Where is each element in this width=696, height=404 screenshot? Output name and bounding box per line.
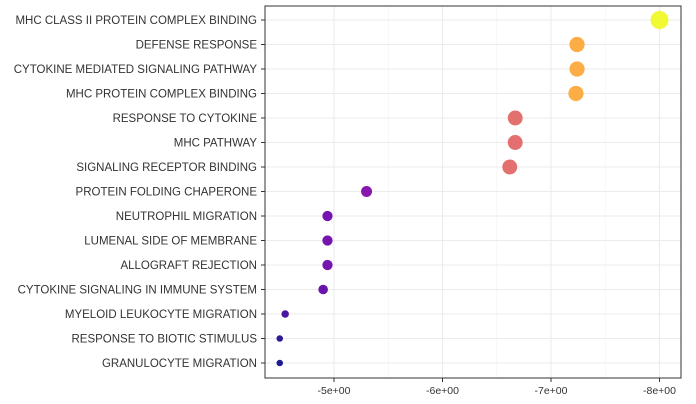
data-point bbox=[322, 235, 333, 246]
y-tick-label: PROTEIN FOLDING CHAPERONE bbox=[76, 187, 258, 199]
x-tick-label: -5e+00 bbox=[318, 385, 351, 397]
data-point bbox=[281, 310, 289, 318]
data-point bbox=[322, 210, 333, 222]
data-point bbox=[276, 359, 284, 367]
data-point bbox=[568, 85, 584, 102]
y-tick-label: MHC PATHWAY bbox=[174, 138, 258, 150]
y-tick-label: MHC PROTEIN COMPLEX BINDING bbox=[66, 89, 257, 101]
data-point bbox=[318, 284, 328, 295]
y-tick-label: MHC CLASS II PROTEIN COMPLEX BINDING bbox=[15, 15, 257, 27]
y-tick-label: DEFENSE RESPONSE bbox=[136, 40, 258, 52]
data-point bbox=[507, 135, 523, 150]
data-point bbox=[650, 11, 669, 29]
y-tick-label: NEUTROPHIL MIGRATION bbox=[116, 211, 257, 223]
data-point bbox=[276, 335, 284, 342]
data-point bbox=[507, 110, 523, 126]
y-tick-label: MYELOID LEUKOCYTE MIGRATION bbox=[65, 309, 257, 321]
data-point bbox=[322, 259, 333, 271]
y-tick-label: CYTOKINE MEDIATED SIGNALING PATHWAY bbox=[14, 64, 258, 76]
data-point bbox=[569, 61, 585, 77]
x-tick-label: -7e+00 bbox=[535, 385, 568, 397]
y-tick-label: SIGNALING RECEPTOR BINDING bbox=[76, 162, 257, 174]
y-tick-label: RESPONSE TO CYTOKINE bbox=[113, 113, 258, 125]
y-tick-label: RESPONSE TO BIOTIC STIMULUS bbox=[71, 334, 257, 346]
data-point bbox=[361, 186, 373, 197]
data-point bbox=[569, 36, 585, 53]
x-tick-label: -8e+00 bbox=[643, 385, 676, 397]
y-tick-label: ALLOGRAFT REJECTION bbox=[120, 260, 257, 272]
y-tick-label: CYTOKINE SIGNALING IN IMMUNE SYSTEM bbox=[18, 285, 257, 297]
data-point bbox=[502, 159, 518, 175]
x-tick-label: -6e+00 bbox=[426, 385, 459, 397]
y-tick-label: GRANULOCYTE MIGRATION bbox=[102, 358, 257, 370]
y-tick-label: LUMENAL SIDE OF MEMBRANE bbox=[84, 236, 257, 248]
